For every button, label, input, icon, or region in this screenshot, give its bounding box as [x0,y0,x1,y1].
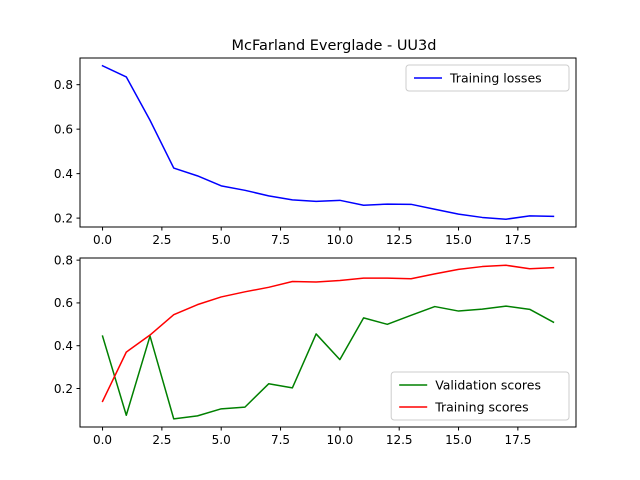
y-tick-label: 0.6 [54,296,73,310]
x-tick-label: 0.0 [93,233,112,247]
y-tick-label: 0.2 [54,382,73,396]
y-tick-label: 0.8 [54,253,73,267]
x-tick-label: 7.5 [271,433,290,447]
x-tick-label: 15.0 [445,433,472,447]
chart-title: McFarland Everglade - UU3d [232,38,437,54]
bottom-panel-scores: 0.0 2.5 5.0 7.5 10.0 12.5 15.0 17.5 0.2 0.4 0.6 0.8… [54,253,577,447]
legend-box [390,371,570,421]
x-tick-label: 2.5 [152,233,171,247]
x-tick-label: 12.5 [386,233,413,247]
x-tick-label: 12.5 [386,433,413,447]
x-tick-label: 2.5 [152,433,171,447]
x-tick-label: 10.0 [327,433,354,447]
legend: Validation scores Training scores [390,371,570,421]
y-tick-label: 0.8 [54,78,73,92]
x-tick-label: 5.0 [212,233,231,247]
axes-frame [79,57,577,228]
x-tick-label: 7.5 [271,233,290,247]
x-tick-label: 15.0 [445,233,472,247]
series-line-training-losses [101,64,555,220]
y-tick-label: 0.4 [54,339,73,353]
legend-label-validation-scores: Validation scores [435,378,541,393]
top-panel-losses: 0.0 2.5 5.0 7.5 10.0 12.5 15.0 17.5 0.2 0.4 0.6 0.8… [54,57,577,247]
y-tick-label: 0.6 [54,122,73,136]
x-tick-label: 0.0 [93,433,112,447]
x-tick-label: 10.0 [327,233,354,247]
y-tick-label: 0.2 [54,211,73,225]
legend-label-training-scores: Training scores [434,400,528,415]
y-tick-label: 0.4 [54,167,73,181]
series-line-training-scores [101,264,555,403]
x-tick-label: 17.5 [504,233,531,247]
legend: Training losses [405,64,570,92]
series-line-validation-scores [101,305,555,420]
x-tick-label: 17.5 [504,433,531,447]
axes-frame [79,257,577,428]
legend-label-training-losses: Training losses [449,71,542,86]
legend-box [405,64,570,92]
x-tick-label: 5.0 [212,433,231,447]
